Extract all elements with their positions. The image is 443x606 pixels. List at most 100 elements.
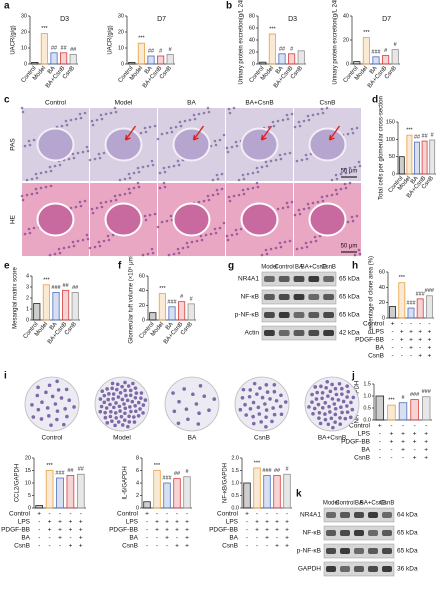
colony [264, 415, 268, 419]
nucleus [215, 173, 219, 177]
significance-marker: # [185, 469, 189, 475]
nucleus [260, 253, 264, 257]
colony [45, 406, 50, 410]
glomerulus [308, 202, 347, 237]
bar [45, 470, 54, 509]
table-cell: + [255, 519, 259, 526]
nucleus [235, 144, 239, 148]
nucleus [206, 194, 210, 198]
table-cell: - [379, 439, 381, 446]
y-tick-label: 0 [24, 61, 27, 67]
nucleus [35, 176, 39, 180]
significance-marker: *** [154, 463, 161, 469]
table-cell: - [146, 543, 148, 550]
nucleus [213, 227, 217, 231]
significance-marker: *** [138, 36, 145, 42]
nucleus [69, 118, 73, 122]
nucleus [132, 171, 136, 175]
y-tick-label: 40 [249, 37, 255, 43]
bar [283, 473, 291, 509]
table-cell: + [401, 447, 405, 454]
nucleus [176, 247, 180, 251]
nucleus [167, 165, 171, 169]
bar [173, 478, 181, 509]
nucleus [95, 206, 99, 210]
significance-marker: *** [254, 460, 261, 466]
nucleus [213, 139, 217, 143]
table-cell: + [285, 519, 289, 526]
blot-band [368, 512, 378, 518]
nucleus [274, 246, 278, 250]
y-tick-label: 0.5 [231, 493, 239, 499]
table-cell: - [414, 447, 416, 454]
bar [372, 56, 380, 65]
y-tick-label: 0 [26, 317, 29, 323]
table-row-label: BA [375, 345, 384, 352]
colony [251, 400, 256, 405]
significance-marker: ### [425, 288, 435, 294]
nucleus [113, 194, 117, 198]
colony [198, 384, 203, 388]
nucleus [285, 113, 289, 117]
nucleus [241, 188, 245, 192]
nucleus [216, 192, 220, 196]
colony [340, 392, 344, 396]
blot-band [382, 548, 392, 554]
colony [115, 382, 120, 387]
nucleus [346, 220, 350, 224]
nucleus [358, 164, 362, 168]
nucleus [88, 158, 92, 162]
colony [349, 400, 353, 405]
table-cell: - [256, 511, 258, 518]
y-tick-label: 8 [136, 455, 139, 461]
blot-band [264, 276, 275, 282]
bar [187, 303, 195, 321]
table-cell: - [414, 423, 416, 430]
colony [111, 392, 116, 396]
significance-marker: ### [371, 49, 381, 55]
lane-label: Model [323, 501, 339, 507]
nucleus [163, 185, 167, 189]
nucleus [146, 164, 150, 168]
colony [98, 397, 103, 401]
nucleus [174, 125, 178, 129]
bar [56, 477, 64, 509]
nucleus [339, 187, 343, 191]
nucleus [48, 165, 52, 169]
nucleus [158, 186, 162, 190]
panel-letter: j [351, 371, 355, 382]
nucleus [330, 178, 334, 182]
colony [319, 384, 323, 389]
colony [105, 387, 109, 391]
significance-marker: ## [274, 468, 281, 474]
table-cell: + [400, 329, 404, 336]
table-cell: + [58, 527, 62, 534]
nucleus [32, 138, 36, 142]
table-cell: + [418, 337, 422, 344]
colony [126, 384, 131, 388]
nucleus [256, 170, 260, 174]
nucleus [348, 166, 352, 170]
y-tick-label: 2.0 [231, 455, 239, 461]
table-cell: - [59, 543, 61, 550]
table-cell: + [413, 455, 417, 462]
blot-band [308, 312, 320, 318]
nucleus [255, 166, 259, 170]
y-tick-label: 20 [25, 455, 31, 461]
table-cell: - [425, 423, 427, 430]
colony [143, 398, 148, 402]
nucleus [302, 207, 306, 211]
nucleus [305, 157, 309, 161]
nucleus [230, 233, 234, 237]
nucleus [269, 159, 273, 163]
table-cell: - [266, 511, 268, 518]
nucleus [334, 188, 338, 192]
colony [110, 386, 114, 391]
blot-band [354, 530, 364, 536]
size-label: 65 kDa [397, 530, 418, 537]
colony [108, 402, 112, 407]
significance-marker: ## [174, 471, 181, 477]
nucleus [162, 181, 166, 185]
glomerulus [172, 127, 211, 162]
colony [248, 406, 253, 411]
